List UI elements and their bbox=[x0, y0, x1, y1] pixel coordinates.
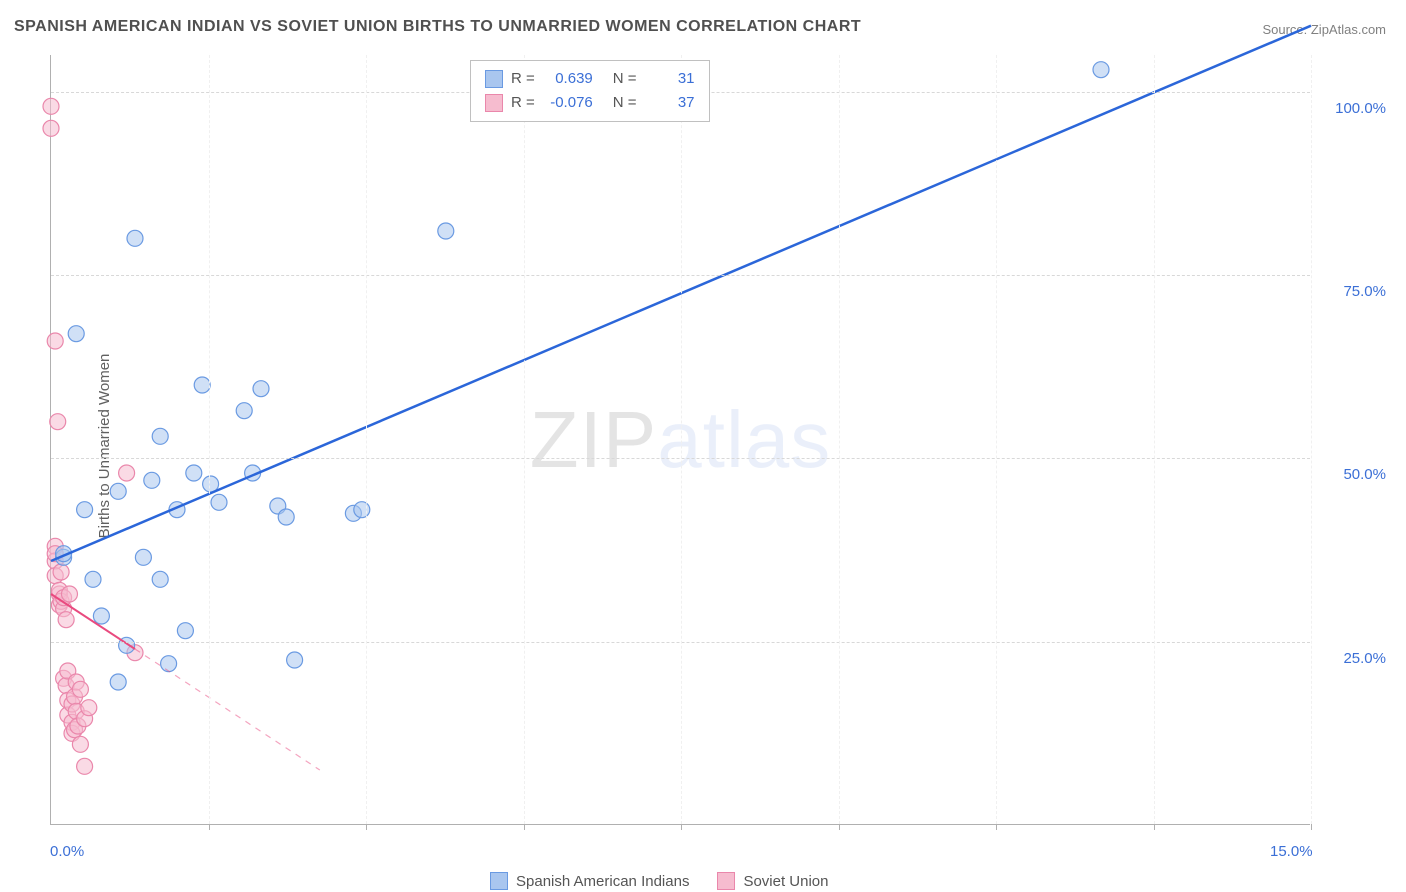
x-tick-label: 15.0% bbox=[1270, 843, 1313, 860]
plot-area: ZIPatlas bbox=[50, 55, 1310, 825]
correlation-legend-row: R = 0.639 N = 31 bbox=[485, 67, 695, 91]
data-point bbox=[93, 608, 109, 624]
x-tick bbox=[366, 824, 367, 830]
legend-label: Soviet Union bbox=[743, 873, 828, 890]
data-point bbox=[278, 509, 294, 525]
x-tick bbox=[1154, 824, 1155, 830]
correlation-legend-row: R = -0.076 N = 37 bbox=[485, 91, 695, 115]
gridline-v bbox=[366, 55, 367, 824]
legend-item: Spanish American Indians bbox=[490, 872, 689, 890]
data-point bbox=[119, 465, 135, 481]
gridline-v bbox=[839, 55, 840, 824]
data-point bbox=[77, 502, 93, 518]
data-point bbox=[43, 120, 59, 136]
data-point bbox=[72, 681, 88, 697]
data-point bbox=[438, 223, 454, 239]
legend-n-value: 31 bbox=[645, 67, 695, 91]
data-point bbox=[110, 674, 126, 690]
data-point bbox=[186, 465, 202, 481]
data-point bbox=[1093, 62, 1109, 78]
gridline-v bbox=[1311, 55, 1312, 824]
legend-item: Soviet Union bbox=[717, 872, 828, 890]
data-point bbox=[68, 326, 84, 342]
data-point bbox=[127, 230, 143, 246]
source-attribution: Source: ZipAtlas.com bbox=[1262, 22, 1386, 37]
data-point bbox=[85, 571, 101, 587]
x-tick bbox=[209, 824, 210, 830]
gridline-v bbox=[1154, 55, 1155, 824]
y-tick-label: 75.0% bbox=[1343, 283, 1386, 300]
legend-swatch bbox=[485, 70, 503, 88]
x-tick bbox=[996, 824, 997, 830]
data-point bbox=[152, 571, 168, 587]
legend-r-value: -0.076 bbox=[543, 91, 593, 115]
correlation-legend: R = 0.639 N = 31 R = -0.076 N = 37 bbox=[470, 60, 710, 122]
x-tick-label: 0.0% bbox=[50, 843, 84, 860]
gridline-v bbox=[209, 55, 210, 824]
gridline-v bbox=[996, 55, 997, 824]
data-point bbox=[50, 414, 66, 430]
gridline-v bbox=[524, 55, 525, 824]
data-point bbox=[161, 656, 177, 672]
data-point bbox=[236, 403, 252, 419]
data-point bbox=[72, 736, 88, 752]
data-point bbox=[287, 652, 303, 668]
data-point bbox=[81, 700, 97, 716]
data-point bbox=[177, 623, 193, 639]
x-tick bbox=[524, 824, 525, 830]
legend-n-value: 37 bbox=[645, 91, 695, 115]
data-point bbox=[77, 758, 93, 774]
data-point bbox=[144, 472, 160, 488]
gridline-v bbox=[681, 55, 682, 824]
data-point bbox=[58, 612, 74, 628]
legend-r-value: 0.639 bbox=[543, 67, 593, 91]
y-tick-label: 100.0% bbox=[1335, 100, 1386, 117]
data-point bbox=[43, 98, 59, 114]
data-point bbox=[61, 586, 77, 602]
data-point bbox=[354, 502, 370, 518]
x-tick bbox=[681, 824, 682, 830]
data-point bbox=[110, 483, 126, 499]
data-point bbox=[53, 564, 69, 580]
data-point bbox=[152, 428, 168, 444]
legend-r-label: R = bbox=[511, 67, 535, 91]
data-point bbox=[135, 549, 151, 565]
legend-swatch bbox=[485, 94, 503, 112]
legend-swatch bbox=[490, 872, 508, 890]
legend-n-label: N = bbox=[613, 91, 637, 115]
chart-container: SPANISH AMERICAN INDIAN VS SOVIET UNION … bbox=[0, 0, 1406, 892]
y-tick-label: 25.0% bbox=[1343, 650, 1386, 667]
x-tick bbox=[839, 824, 840, 830]
data-point bbox=[211, 494, 227, 510]
x-tick bbox=[1311, 824, 1312, 830]
legend-swatch bbox=[717, 872, 735, 890]
legend-n-label: N = bbox=[613, 67, 637, 91]
series-legend: Spanish American Indians Soviet Union bbox=[490, 872, 829, 890]
chart-title: SPANISH AMERICAN INDIAN VS SOVIET UNION … bbox=[14, 18, 861, 36]
legend-r-label: R = bbox=[511, 91, 535, 115]
legend-label: Spanish American Indians bbox=[516, 873, 689, 890]
y-tick-label: 50.0% bbox=[1343, 466, 1386, 483]
data-point bbox=[47, 333, 63, 349]
data-point bbox=[253, 381, 269, 397]
